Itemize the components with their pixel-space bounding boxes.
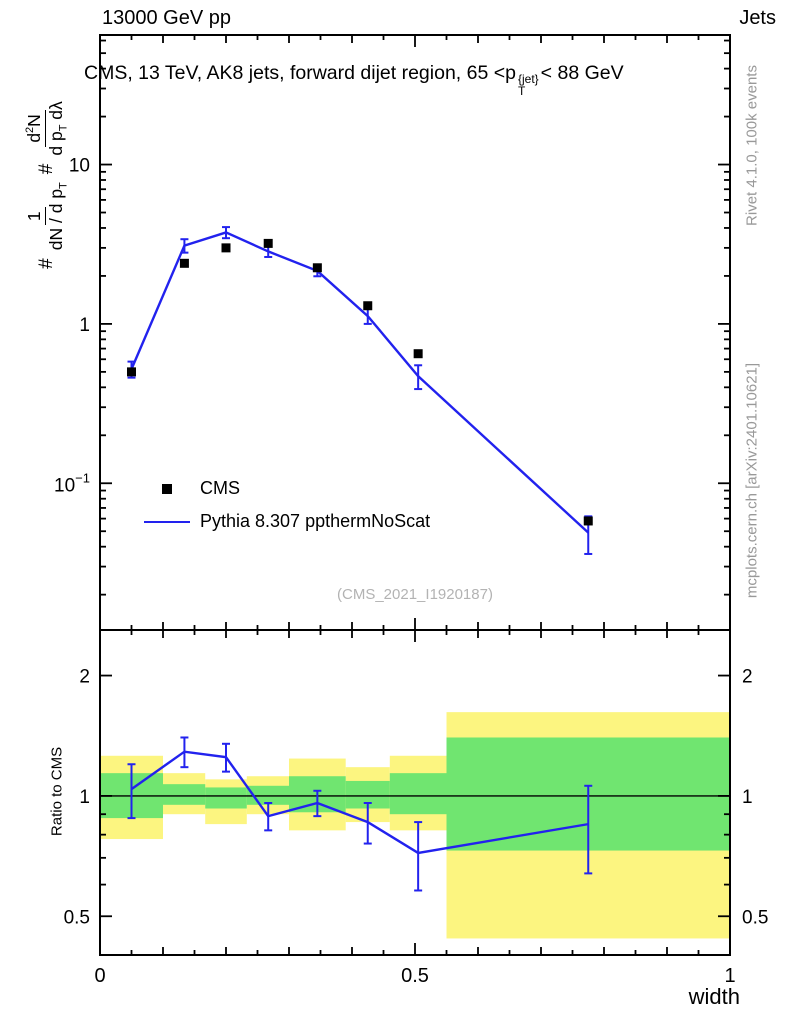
tick-label: 10 (69, 156, 90, 177)
rivet-version-note: Rivet 4.1.0, 100k events (743, 65, 761, 226)
panel-frame (99, 34, 731, 631)
cms-data-marker (179, 258, 189, 268)
tick-label: 0 (94, 965, 105, 987)
tick-label: 0.5 (64, 907, 90, 928)
tick-label: 2 (742, 667, 753, 688)
pt-supsub: {jet} T (518, 73, 539, 97)
pythia-line-icon (144, 520, 190, 523)
tick-label: 1 (724, 965, 735, 987)
cms-data-marker (363, 301, 373, 311)
legend-item-pythia: Pythia 8.307 ppthermNoScat (142, 505, 430, 538)
cms-marker-icon (162, 483, 172, 494)
legend: CMS Pythia 8.307 ppthermNoScat (142, 472, 430, 538)
legend-label-cms: CMS (200, 478, 240, 498)
ylabel-fraction-2: d2N d pT dλ (23, 101, 70, 156)
uncertainty-band-inner-bin1 (163, 784, 206, 805)
ylabel-hash-2: # (36, 163, 57, 175)
tick-label: 2 (79, 667, 90, 688)
mc-prediction-line (130, 231, 590, 534)
beam-energy-label: 13000 GeV pp (102, 7, 231, 29)
pt-superscript: {jet} (517, 72, 539, 86)
ratio-mc-line (130, 750, 589, 855)
plot-title-pre: CMS, 13 TeV, AK8 jets, forward dijet reg… (84, 62, 516, 84)
tick-label: 1 (79, 315, 90, 336)
ylabel-hash-1: # (36, 258, 57, 269)
cms-data-marker (221, 243, 231, 253)
main-y-axis-label: # 1 dN / d pT # d2N d pT dλ (15, 30, 79, 340)
legend-label-pythia: Pythia 8.307 ppthermNoScat (200, 511, 431, 531)
x-axis-title: width (688, 984, 740, 1009)
pt-subscript: T (517, 84, 526, 98)
cms-data-marker (127, 367, 136, 377)
tick-label: 10−1 (54, 470, 90, 496)
cms-data-marker (263, 238, 273, 248)
plot-title-post: < 88 GeV (540, 62, 624, 84)
uncertainty-band-inner-bin6 (389, 773, 447, 815)
ylabel-fraction-1: 1 dN / d pT (23, 182, 70, 251)
uncertainty-band-inner-bin2 (205, 787, 247, 809)
legend-item-cms: CMS (142, 472, 430, 505)
cms-data-marker (583, 516, 593, 526)
ratio-y-axis-label: Ratio to CMS (48, 746, 66, 837)
cms-data-marker (312, 263, 322, 273)
plot-title: CMS, 13 TeV, AK8 jets, forward dijet reg… (84, 62, 764, 97)
tick-label: 0.5 (742, 907, 768, 928)
tick-label: 0.5 (401, 965, 429, 987)
cms-data-marker (413, 349, 423, 359)
mcplots-attribution-note: mcplots.cern.ch [arXiv:2401.10621] (743, 362, 761, 599)
tick-label: 1 (79, 787, 90, 808)
tick-label: 1 (742, 787, 753, 808)
process-group-label: Jets (739, 7, 776, 29)
analysis-id-watermark: (CMS_2021_I1920187) (337, 586, 493, 603)
